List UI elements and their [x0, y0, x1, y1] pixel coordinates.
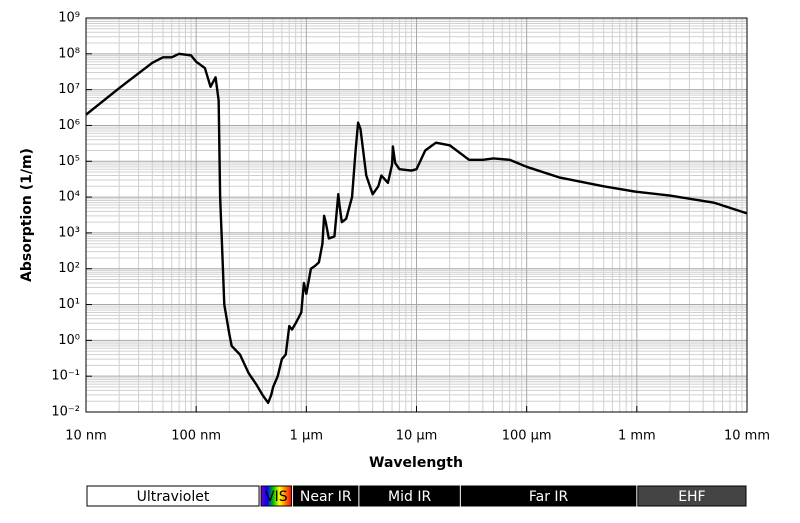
band	[293, 485, 359, 507]
band-label: Near IR	[300, 489, 352, 505]
y-tick-label: 10³	[58, 225, 80, 240]
y-tick-label: 10⁷	[58, 82, 80, 97]
y-tick-label: 10⁻¹	[51, 369, 80, 384]
band-label: EHF	[678, 489, 705, 505]
y-tick-label: 10¹	[58, 297, 80, 312]
y-tick-label: 10⁰	[58, 333, 80, 348]
y-tick-label: 10⁶	[58, 118, 80, 133]
band	[260, 485, 293, 507]
x-tick-label: 10 µm	[396, 429, 438, 444]
y-tick-label: 10⁹	[58, 11, 80, 26]
plot-frame	[85, 17, 748, 413]
y-tick-label: 10⁵	[58, 154, 80, 169]
y-axis-title: Absorption (1/m)	[19, 148, 35, 282]
band	[359, 485, 460, 507]
y-tick-label: 10⁸	[58, 46, 80, 61]
x-axis-title: Wavelength	[369, 455, 463, 471]
band-label: Ultraviolet	[137, 489, 210, 505]
band-label: Far IR	[529, 489, 569, 505]
absorption-line	[85, 52, 748, 405]
x-tick-label: 1 mm	[618, 429, 656, 444]
x-tick-label: 100 µm	[502, 429, 552, 444]
x-tick-label: 10 mm	[724, 429, 770, 444]
band	[86, 485, 260, 507]
band-label: VIS	[265, 489, 288, 505]
x-tick-label: 10 nm	[65, 429, 107, 444]
y-tick-label: 10⁴	[58, 190, 80, 205]
y-tick-label: 10²	[58, 261, 80, 276]
y-tick-label: 10⁻²	[51, 405, 80, 420]
x-tick-label: 100 nm	[171, 429, 221, 444]
band-label: Mid IR	[388, 489, 431, 505]
x-tick-label: 1 µm	[290, 429, 323, 444]
band	[637, 485, 747, 507]
band	[460, 485, 637, 507]
